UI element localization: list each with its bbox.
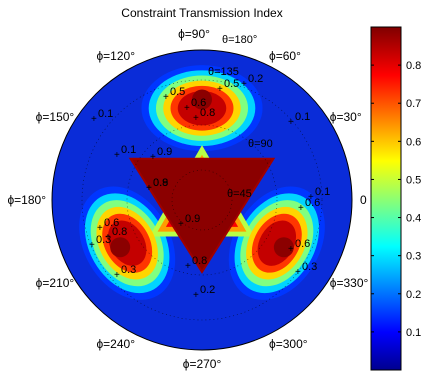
contour-lines	[81, 79, 323, 321]
contour-plus: +	[89, 240, 95, 251]
disc-outline	[51, 49, 353, 351]
contour-label: 0.9	[157, 146, 172, 158]
contour-plus: +	[241, 79, 247, 90]
contour-label: 0.6	[295, 238, 310, 250]
contour-plus: +	[288, 244, 294, 255]
colorbar-tick-label: 0.2	[406, 289, 421, 301]
theta-label: θ=90	[248, 138, 273, 150]
colorbar-tick-label: 0.5	[406, 174, 421, 186]
contour-line	[171, 169, 233, 231]
theta-label: θ=135	[208, 66, 239, 78]
phi-label: 0	[360, 193, 367, 207]
contour-label: 0.6	[104, 217, 119, 229]
contour-plus: +	[91, 114, 97, 125]
contour-plus: +	[163, 92, 169, 103]
phi-label: ϕ=90°	[178, 27, 210, 41]
contour-line	[126, 124, 278, 276]
contour-line	[81, 79, 323, 321]
contour-label: 0.8	[200, 107, 215, 119]
contour-label: 0.8	[153, 177, 168, 189]
phi-label: ϕ=210°	[36, 276, 75, 290]
theta-label: θ=180°	[222, 34, 257, 46]
phi-label: ϕ=60°	[269, 49, 301, 63]
colorbar-strip	[370, 26, 402, 371]
colorbar-ticks: 0.1 0.2 0.3 0.4 0.5 0.6 0.7 0.8	[371, 60, 421, 339]
contour-label: 0.1	[315, 186, 330, 198]
contour-label: 0.1	[98, 108, 113, 120]
contour-plus: +	[298, 203, 304, 214]
contour-plus: +	[146, 183, 152, 194]
contour-marks: 0.1+0.1+0.9+0.3+0.3+0.5+ 0.6+ 0.8+0.5+0.2+…	[89, 34, 330, 301]
phi-label: ϕ=180°	[7, 193, 46, 207]
contour-label: 0.6	[191, 97, 206, 109]
contour-plus: +	[114, 150, 120, 161]
colorbar-tick-label: 0.7	[406, 98, 421, 110]
contour-label: 0.3	[302, 261, 317, 273]
colorbar: 0.1 0.2 0.3 0.4 0.5 0.6 0.7 0.8	[370, 26, 421, 371]
colorbar-tick-label: 0.3	[406, 251, 421, 263]
field-peak	[273, 237, 294, 258]
contour-label: 0.9	[185, 213, 200, 225]
contour-label: 0.2	[200, 284, 215, 296]
phi-label: ϕ=120°	[96, 49, 135, 63]
contour-label: 0.5	[170, 86, 185, 98]
phi-label: ϕ=330°	[330, 276, 369, 290]
phi-label: ϕ=30°	[330, 110, 362, 124]
contour-plus: +	[114, 270, 120, 281]
polar-angle-labels: ϕ=90° ϕ=60° ϕ=30° 0 ϕ=330° ϕ=300° ϕ=270° ϕ=240°…	[7, 27, 368, 371]
contour-label: 0.3	[121, 264, 136, 276]
contour-plus: +	[295, 267, 301, 278]
contour-label: 0.3	[96, 234, 111, 246]
phi-label: ϕ=240°	[96, 337, 135, 351]
field-peak	[128, 157, 276, 274]
contour-label: 0.5	[224, 78, 239, 90]
contour-plus: +	[178, 219, 184, 230]
contour-plus: +	[184, 103, 190, 114]
contour-plus: +	[146, 183, 152, 194]
contour-plus: +	[105, 232, 111, 243]
contour-label: 0.8	[112, 226, 127, 238]
phi-label: ϕ=270°	[183, 357, 222, 371]
contour-plus: +	[193, 290, 199, 301]
phi-label: ϕ=150°	[36, 110, 75, 124]
field-layers	[79, 65, 325, 300]
contour-label: 0.2	[248, 73, 263, 85]
chart-title: Constraint Transmission Index	[121, 6, 282, 20]
field-peak	[110, 237, 131, 258]
contour-plus: +	[217, 84, 223, 95]
contour-label: 0.1	[121, 144, 136, 156]
contour-plus: +	[308, 192, 314, 203]
contour-label: 0.6	[305, 197, 320, 209]
contour-plus: +	[150, 152, 156, 163]
contour-plus: +	[288, 117, 294, 128]
polar-field	[52, 50, 352, 350]
colorbar-tick-label: 0.4	[406, 213, 421, 225]
colorbar-tick-label: 0.8	[406, 60, 421, 72]
field-peak	[192, 89, 212, 110]
colorbar-tick-label: 0.6	[406, 136, 421, 148]
contour-label: 0.1	[295, 111, 310, 123]
contour-label: 0.9	[153, 177, 168, 189]
theta-label: θ=45	[227, 188, 252, 200]
colorbar-tick-label: 0.1	[406, 327, 421, 339]
contour-label: 0.8	[192, 255, 207, 267]
phi-label: ϕ=300°	[269, 337, 308, 351]
contour-plus: +	[97, 223, 103, 234]
contour-plus: +	[185, 261, 191, 272]
contour-plus: +	[193, 113, 199, 124]
